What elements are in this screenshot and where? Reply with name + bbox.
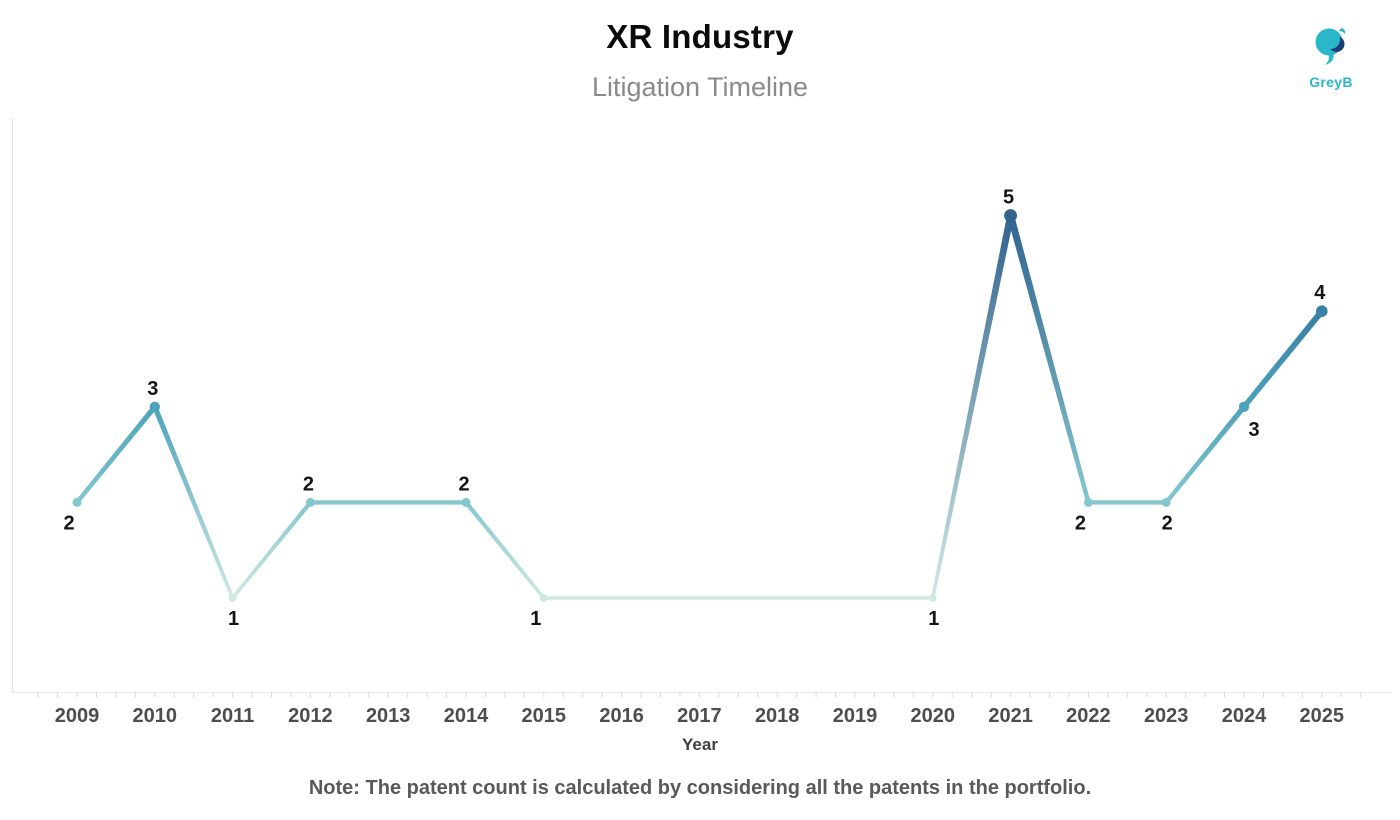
footnote: Note: The patent count is calculated by … [308, 777, 1092, 799]
data-point-marker[interactable] [1238, 401, 1250, 412]
line-segment [1088, 500, 1167, 505]
x-axis-title: Year [682, 735, 718, 754]
data-point-marker[interactable] [461, 497, 471, 507]
data-point-marker[interactable] [1004, 209, 1018, 223]
line-segment [310, 500, 466, 505]
data-point-marker[interactable] [72, 497, 82, 507]
chart-subtitle: Litigation Timeline [591, 72, 809, 102]
x-axis-tick-label: 2012 [288, 705, 333, 727]
data-point-marker[interactable] [1316, 305, 1328, 318]
x-axis-tick-label: 2021 [988, 705, 1033, 727]
x-axis-tick-label: 2020 [911, 705, 956, 727]
x-axis-tick-label: 2018 [755, 705, 800, 727]
data-point-label: 5 [1003, 187, 1014, 209]
line-segment [464, 501, 546, 600]
data-point-marker[interactable] [539, 594, 548, 602]
x-axis-tick-label: 2015 [522, 705, 567, 727]
greyb-logo-text: GreyB [1309, 74, 1353, 90]
line-segment [931, 214, 1015, 599]
x-axis-tick-label: 2023 [1144, 705, 1189, 727]
x-axis-tick-label: 2022 [1066, 705, 1111, 727]
data-point-marker[interactable] [1083, 497, 1093, 507]
data-point-marker[interactable] [228, 594, 237, 602]
x-axis-tick-label: 2017 [677, 705, 722, 727]
x-axis-tick-label: 2013 [366, 705, 411, 727]
data-point-label: 1 [530, 608, 541, 630]
data-point-label: 3 [147, 378, 158, 400]
data-point-label: 2 [303, 473, 314, 495]
x-axis-tick-label: 2019 [833, 705, 878, 727]
line-segment [1241, 309, 1325, 409]
chart-title: XR Industry [606, 18, 794, 55]
data-point-marker[interactable] [1161, 497, 1171, 507]
data-point-label: 2 [63, 512, 74, 534]
data-point-label: 3 [1248, 419, 1259, 441]
data-point-label: 2 [458, 473, 469, 495]
x-axis-tick-label: 2016 [599, 705, 644, 727]
greyb-logo-icon [1315, 28, 1346, 65]
data-point-label: 2 [1075, 512, 1086, 534]
line-segment [152, 405, 235, 599]
x-axis-tick-label: 2024 [1222, 705, 1267, 727]
data-point-label: 1 [228, 608, 239, 630]
x-axis-tick-label: 2010 [133, 705, 178, 727]
x-axis-tick-label: 2009 [55, 705, 100, 727]
data-point-marker[interactable] [305, 497, 315, 507]
line-segment [543, 596, 933, 600]
data-point-label: 2 [1162, 512, 1173, 534]
data-point-label: 4 [1314, 282, 1326, 304]
greyb-logo[interactable]: GreyB [1298, 22, 1364, 90]
line-segment [1164, 405, 1247, 504]
line-segment [1007, 214, 1091, 503]
data-point-label: 1 [928, 608, 939, 630]
x-axis-tick-label: 2025 [1300, 705, 1345, 727]
data-point-marker[interactable] [149, 401, 160, 412]
x-axis-tick-label: 2014 [444, 705, 489, 727]
x-axis-tick-label: 2011 [211, 705, 254, 727]
line-segment [75, 405, 157, 504]
line-segment [231, 501, 313, 600]
data-point-marker[interactable] [928, 594, 937, 602]
